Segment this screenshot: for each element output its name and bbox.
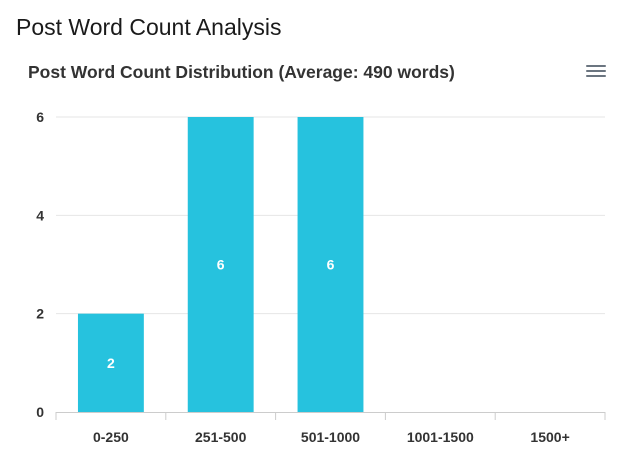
- data-label: 6: [327, 257, 335, 273]
- data-label: 2: [107, 355, 115, 371]
- x-tick-label: 251-500: [195, 429, 247, 445]
- page-title: Post Word Count Analysis: [16, 14, 282, 40]
- data-label: 6: [217, 257, 225, 273]
- y-tick-label: 6: [36, 109, 44, 125]
- chart-title: Post Word Count Distribution (Average: 4…: [28, 62, 455, 82]
- bar[interactable]: [77, 313, 144, 412]
- x-tick-label: 0-250: [93, 429, 129, 445]
- menu-line: [586, 65, 606, 67]
- y-tick-label: 2: [36, 306, 44, 322]
- x-tick-label: 501-1000: [301, 429, 360, 445]
- hamburger-menu-icon[interactable]: [586, 64, 606, 79]
- y-tick-label: 4: [36, 207, 44, 223]
- menu-line: [586, 75, 606, 77]
- x-tick-label: 1001-1500: [407, 429, 474, 445]
- menu-line: [586, 70, 606, 72]
- x-tick-label: 1500+: [530, 429, 569, 445]
- bar[interactable]: [297, 117, 364, 412]
- bar[interactable]: [187, 117, 254, 412]
- y-tick-label: 0: [36, 404, 44, 420]
